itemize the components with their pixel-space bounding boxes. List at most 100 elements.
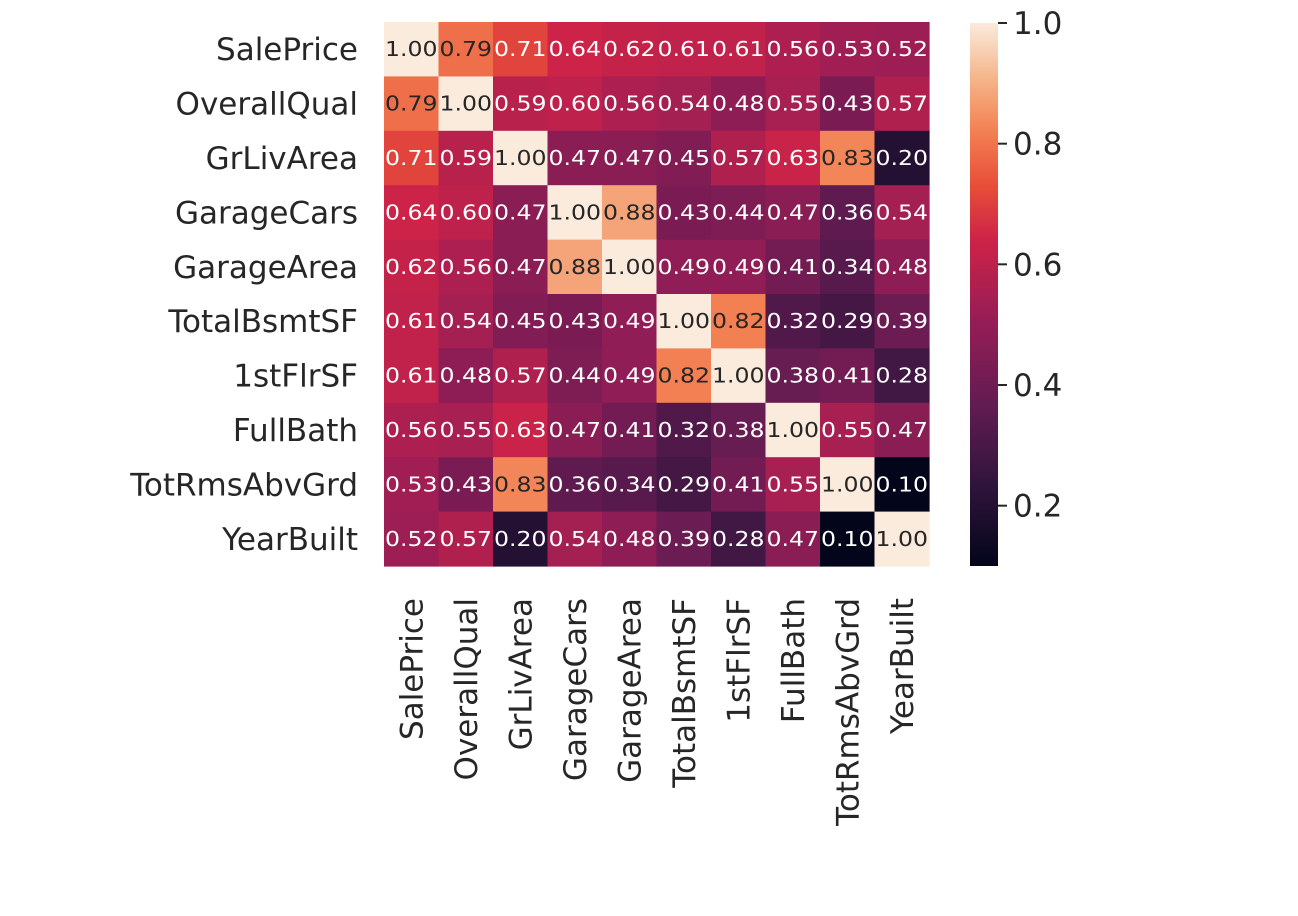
cell-value-label: 0.34 <box>821 255 874 279</box>
heatmap-cell <box>711 511 767 567</box>
heatmap-cell <box>438 402 494 458</box>
cell-value-label: 0.64 <box>549 37 602 61</box>
cell-value-label: 0.60 <box>549 92 602 116</box>
heatmap-cell <box>711 294 767 349</box>
cell-value-label: 0.63 <box>494 418 547 442</box>
heatmap-cell <box>874 130 930 186</box>
cell-value-label: 0.47 <box>876 418 929 442</box>
cell-value-label: 0.54 <box>549 527 602 551</box>
heatmap-cell <box>765 22 821 77</box>
heatmap-cell <box>384 130 440 186</box>
heatmap-cell <box>547 402 603 458</box>
heatmap-cell <box>384 76 440 132</box>
heatmap-cell <box>656 511 712 567</box>
cell-value-label: 0.10 <box>876 472 929 496</box>
heatmap-cell <box>874 402 930 458</box>
heatmap-cell <box>820 511 876 567</box>
cell-value-label: 0.83 <box>821 146 874 170</box>
cell-value-label: 0.55 <box>821 418 874 442</box>
heatmap-cell <box>547 22 603 77</box>
cell-value-label: 0.71 <box>494 37 547 61</box>
cell-value-label: 0.32 <box>767 309 820 333</box>
cell-value-label: 0.52 <box>876 37 929 61</box>
cell-value-label: 0.54 <box>658 92 711 116</box>
heatmap-cell <box>438 130 494 186</box>
cell-value-label: 0.48 <box>440 364 493 388</box>
heatmap-cell <box>820 239 876 295</box>
cell-value-label: 1.00 <box>821 472 874 496</box>
heatmap-cell <box>384 402 440 458</box>
cell-value-label: 0.48 <box>712 92 765 116</box>
cell-value-label: 0.28 <box>876 364 929 388</box>
cell-value-label: 0.61 <box>385 364 438 388</box>
cell-value-label: 0.43 <box>549 309 602 333</box>
heatmap-cell <box>438 511 494 567</box>
heatmap-cell <box>547 130 603 186</box>
cell-value-label: 0.20 <box>494 527 547 551</box>
heatmap-cell <box>438 348 494 404</box>
cell-value-label: 0.36 <box>549 472 602 496</box>
cell-value-label: 0.48 <box>603 527 656 551</box>
heatmap-cell <box>493 457 549 513</box>
cell-value-label: 0.44 <box>712 200 765 224</box>
heatmap-cell <box>493 239 549 295</box>
heatmap-cell <box>874 239 930 295</box>
cell-value-label: 0.59 <box>494 92 547 116</box>
cell-value-label: 0.64 <box>385 200 438 224</box>
heatmap-cell <box>547 239 603 295</box>
cell-value-label: 0.38 <box>767 364 820 388</box>
row-tick-label: GarageCars <box>175 195 358 231</box>
cell-value-label: 0.53 <box>821 37 874 61</box>
heatmap-cell <box>765 185 821 241</box>
cell-value-label: 0.47 <box>494 255 547 279</box>
cell-value-label: 0.88 <box>549 255 602 279</box>
heatmap-cell <box>874 457 930 513</box>
heatmap-cell <box>602 511 658 567</box>
cell-value-label: 1.00 <box>494 146 547 170</box>
column-tick-label: GrLivArea <box>503 598 539 750</box>
heatmap-cell <box>765 239 821 295</box>
row-tick-label: TotalBsmtSF <box>167 304 358 340</box>
heatmap-cell <box>602 185 658 241</box>
cell-value-label: 0.57 <box>712 146 765 170</box>
cell-value-label: 0.55 <box>767 92 820 116</box>
heatmap-cell <box>656 348 712 404</box>
heatmap-cell <box>384 348 440 404</box>
heatmap-cell <box>656 76 712 132</box>
colorbar-tick-label: 0.6 <box>1013 247 1062 283</box>
heatmap-cell <box>438 239 494 295</box>
heatmap-cell <box>547 76 603 132</box>
cell-value-label: 0.56 <box>385 418 438 442</box>
heatmap-cell <box>820 348 876 404</box>
heatmap-cell <box>438 294 494 349</box>
heatmap-cell <box>438 457 494 513</box>
cell-value-label: 0.28 <box>712 527 765 551</box>
cell-value-label: 0.39 <box>876 309 929 333</box>
column-tick-label: 1stFlrSF <box>721 598 757 723</box>
cell-value-label: 0.41 <box>821 364 874 388</box>
heatmap-cell <box>602 22 658 77</box>
heatmap-cell <box>711 22 767 77</box>
heatmap-cell <box>820 294 876 349</box>
cell-value-label: 0.71 <box>385 146 438 170</box>
heatmap-cell <box>711 76 767 132</box>
heatmap-cell <box>602 348 658 404</box>
cell-value-label: 0.62 <box>603 37 656 61</box>
cell-value-label: 0.36 <box>821 200 874 224</box>
heatmap-cell <box>874 511 930 567</box>
row-tick-label: 1stFlrSF <box>233 359 358 395</box>
heatmap-cell <box>602 294 658 349</box>
heatmap-cell <box>438 185 494 241</box>
cell-value-label: 0.45 <box>494 309 547 333</box>
heatmap-cell <box>711 348 767 404</box>
cell-value-label: 0.62 <box>385 255 438 279</box>
cell-value-label: 0.56 <box>440 255 493 279</box>
heatmap-cell <box>656 402 712 458</box>
cell-value-label: 0.49 <box>658 255 711 279</box>
cell-value-label: 0.55 <box>767 472 820 496</box>
cell-value-label: 1.00 <box>440 92 493 116</box>
heatmap-cell <box>711 185 767 241</box>
cell-value-label: 0.41 <box>603 418 656 442</box>
colorbar-tick-label: 1.0 <box>1013 6 1062 42</box>
